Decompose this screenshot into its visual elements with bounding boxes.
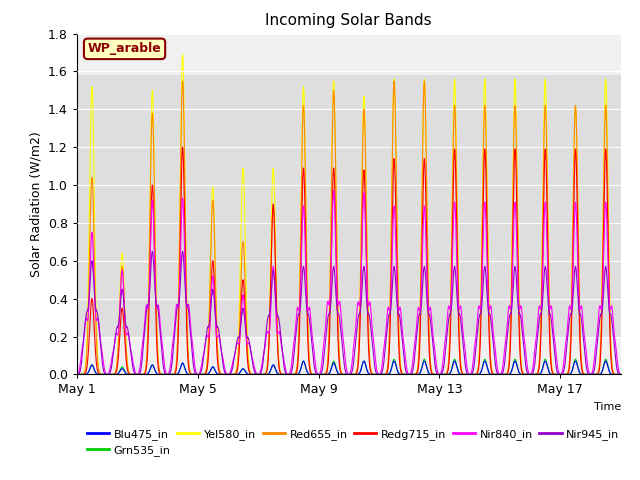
Red655_in: [118, 264, 126, 269]
Nir945_in: [557, 372, 564, 377]
Grn535_in: [353, 372, 361, 377]
Line: Blu475_in: Blu475_in: [77, 361, 640, 374]
Nir945_in: [354, 320, 362, 326]
Nir945_in: [495, 372, 503, 377]
Red655_in: [557, 372, 564, 377]
Grn535_in: [208, 365, 216, 371]
Grn535_in: [495, 372, 503, 377]
Blu475_in: [208, 365, 216, 371]
Line: Grn535_in: Grn535_in: [77, 359, 640, 374]
Blu475_in: [557, 372, 564, 377]
Blu475_in: [73, 372, 81, 377]
Blu475_in: [602, 358, 609, 364]
Bar: [77, 75, 621, 336]
Line: Yel580_in: Yel580_in: [77, 54, 640, 374]
Red655_in: [208, 209, 216, 215]
Y-axis label: Solar Radiation (W/m2): Solar Radiation (W/m2): [29, 131, 42, 277]
Redg715_in: [73, 372, 81, 377]
Nir840_in: [330, 188, 337, 193]
Nir840_in: [73, 372, 81, 377]
Grn535_in: [158, 372, 166, 377]
Yel580_in: [158, 372, 166, 377]
Title: Incoming Solar Bands: Incoming Solar Bands: [266, 13, 432, 28]
Yel580_in: [354, 363, 362, 369]
Yel580_in: [208, 196, 216, 202]
Line: Redg715_in: Redg715_in: [77, 147, 640, 374]
Blu475_in: [495, 372, 503, 377]
Redg715_in: [495, 372, 503, 377]
Text: Time: Time: [593, 402, 621, 412]
Yel580_in: [118, 251, 126, 256]
Yel580_in: [557, 372, 564, 377]
Nir840_in: [208, 281, 216, 287]
Line: Nir840_in: Nir840_in: [77, 191, 640, 374]
Redg715_in: [118, 305, 126, 311]
Redg715_in: [158, 372, 166, 377]
Red655_in: [179, 78, 186, 84]
Grn535_in: [602, 356, 609, 362]
Red655_in: [495, 372, 503, 377]
Nir840_in: [354, 301, 362, 307]
Blu475_in: [158, 372, 166, 377]
Blu475_in: [353, 372, 361, 377]
Line: Nir945_in: Nir945_in: [77, 252, 640, 374]
Nir945_in: [118, 287, 126, 292]
Nir840_in: [557, 372, 564, 377]
Yel580_in: [73, 372, 81, 377]
Nir840_in: [118, 267, 126, 273]
Red655_in: [73, 372, 81, 377]
Grn535_in: [73, 372, 81, 377]
Redg715_in: [354, 368, 362, 373]
Text: WP_arable: WP_arable: [88, 42, 161, 55]
Nir945_in: [148, 249, 156, 254]
Grn535_in: [118, 364, 126, 370]
Redg715_in: [179, 144, 186, 150]
Redg715_in: [208, 266, 216, 272]
Nir945_in: [208, 291, 216, 297]
Redg715_in: [557, 372, 564, 377]
Blu475_in: [118, 366, 126, 372]
Red655_in: [158, 372, 166, 377]
Legend: Blu475_in, Grn535_in, Yel580_in, Red655_in, Redg715_in, Nir840_in, Nir945_in: Blu475_in, Grn535_in, Yel580_in, Red655_…: [83, 424, 624, 460]
Nir945_in: [158, 347, 166, 353]
Nir945_in: [73, 372, 81, 377]
Nir840_in: [495, 372, 503, 377]
Yel580_in: [179, 51, 186, 57]
Line: Red655_in: Red655_in: [77, 81, 640, 374]
Nir840_in: [158, 336, 166, 342]
Grn535_in: [557, 372, 564, 377]
Yel580_in: [495, 372, 503, 377]
Red655_in: [354, 364, 362, 370]
